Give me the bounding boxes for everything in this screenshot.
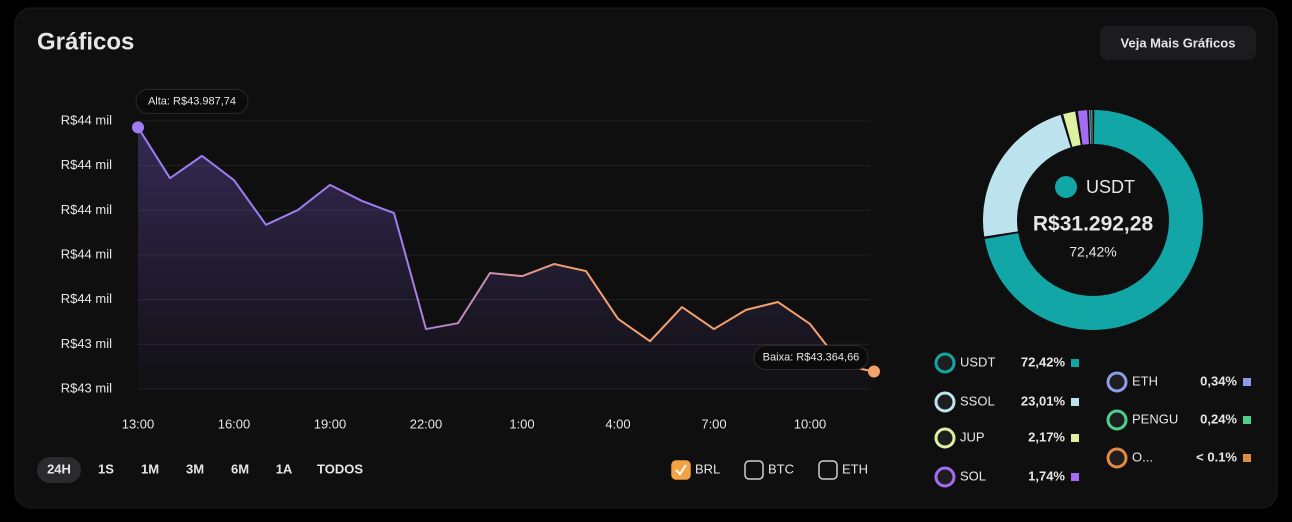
center-percent: 72,42% <box>1069 244 1116 260</box>
donut-slice[interactable] <box>983 114 1071 237</box>
range-button[interactable]: 1S <box>98 461 114 476</box>
y-tick-label: R$44 mil <box>61 112 112 127</box>
range-button[interactable]: 1A <box>276 461 293 476</box>
legend-icon[interactable] <box>1106 447 1128 469</box>
high-label: Alta: R$43.987,74 <box>148 95 236 107</box>
legend-icon[interactable] <box>934 427 956 449</box>
range-button[interactable]: 1M <box>141 461 159 476</box>
y-tick-label: R$44 mil <box>61 246 112 261</box>
x-tick-label: 10:00 <box>794 416 827 431</box>
checkmark[interactable] <box>675 464 687 476</box>
checkbox[interactable] <box>671 460 691 480</box>
legend-swatch[interactable] <box>1243 378 1251 386</box>
center-icon <box>1055 176 1077 198</box>
x-tick-label: 22:00 <box>410 416 443 431</box>
legend-swatch[interactable] <box>1071 473 1079 481</box>
donut-slice[interactable] <box>1077 110 1089 145</box>
legend-value[interactable]: 0,34% <box>1200 373 1237 388</box>
center-name: USDT <box>1086 177 1135 197</box>
legend-swatch[interactable] <box>1071 434 1079 442</box>
y-tick-label: R$43 mil <box>61 336 112 351</box>
y-tick-label: R$44 mil <box>61 202 112 217</box>
title: Gráficos <box>37 28 134 55</box>
legend-value[interactable]: < 0.1% <box>1196 449 1237 464</box>
x-tick-label: 7:00 <box>701 416 726 431</box>
legend-icon[interactable] <box>934 391 956 413</box>
legend-value[interactable]: 0,24% <box>1200 411 1237 426</box>
legend-value[interactable]: 2,17% <box>1028 429 1065 444</box>
more-button-label[interactable]: Veja Mais Gráficos <box>1121 35 1236 50</box>
more-button[interactable] <box>1100 26 1256 60</box>
checkbox[interactable] <box>818 460 838 480</box>
legend-swatch[interactable] <box>1071 359 1079 367</box>
high-point <box>132 121 144 134</box>
checkbox[interactable] <box>744 460 764 480</box>
x-tick-label: 1:00 <box>509 416 534 431</box>
legend-swatch[interactable] <box>1243 416 1251 424</box>
x-tick-label: 4:00 <box>605 416 630 431</box>
legend-name[interactable]: USDT <box>960 354 995 369</box>
area <box>138 127 874 389</box>
center-amount: R$31.292,28 <box>1033 213 1154 236</box>
legend-icon[interactable] <box>1106 371 1128 393</box>
x-tick-label: 13:00 <box>122 416 155 431</box>
donut-slice[interactable] <box>1091 110 1093 145</box>
legend-name[interactable]: JUP <box>960 429 985 444</box>
range-button[interactable]: 6M <box>231 461 249 476</box>
range-button[interactable]: TODOS <box>317 461 363 476</box>
legend-name[interactable]: PENGU <box>1132 411 1178 426</box>
legend-name[interactable]: SSOL <box>960 393 995 408</box>
range-button[interactable]: 3M <box>186 461 204 476</box>
legend-value[interactable]: 23,01% <box>1021 393 1066 408</box>
legend-icon[interactable] <box>934 466 956 488</box>
legend-icon[interactable] <box>1106 409 1128 431</box>
y-tick-label: R$44 mil <box>61 291 112 306</box>
legend-icon[interactable] <box>934 352 956 374</box>
y-tick-label: R$43 mil <box>61 380 112 395</box>
range-active-bg[interactable] <box>37 457 81 483</box>
x-tick-label: 19:00 <box>314 416 347 431</box>
legend-name[interactable]: O... <box>1132 449 1153 464</box>
x-tick-label: 16:00 <box>218 416 251 431</box>
legend-value[interactable]: 72,42% <box>1021 354 1066 369</box>
checkbox-label[interactable]: BRL <box>695 461 720 476</box>
donut-slice[interactable] <box>1089 110 1092 145</box>
range-button[interactable]: 24H <box>47 461 71 476</box>
donut-slice[interactable] <box>984 110 1203 330</box>
price-line <box>137 126 875 373</box>
low-label: Baixa: R$43.364,66 <box>763 351 860 363</box>
legend-swatch[interactable] <box>1243 454 1251 462</box>
high-label-box <box>135 88 249 114</box>
low-label-box <box>753 345 869 371</box>
checkbox-label[interactable]: ETH <box>842 461 868 476</box>
checkbox-label[interactable]: BTC <box>768 461 794 476</box>
low-point <box>868 365 880 378</box>
donut-slice[interactable] <box>1063 111 1081 147</box>
y-tick-label: R$44 mil <box>61 157 112 172</box>
legend-value[interactable]: 1,74% <box>1028 468 1065 483</box>
legend-swatch[interactable] <box>1071 398 1079 406</box>
legend-name[interactable]: SOL <box>960 468 986 483</box>
legend-name[interactable]: ETH <box>1132 373 1158 388</box>
